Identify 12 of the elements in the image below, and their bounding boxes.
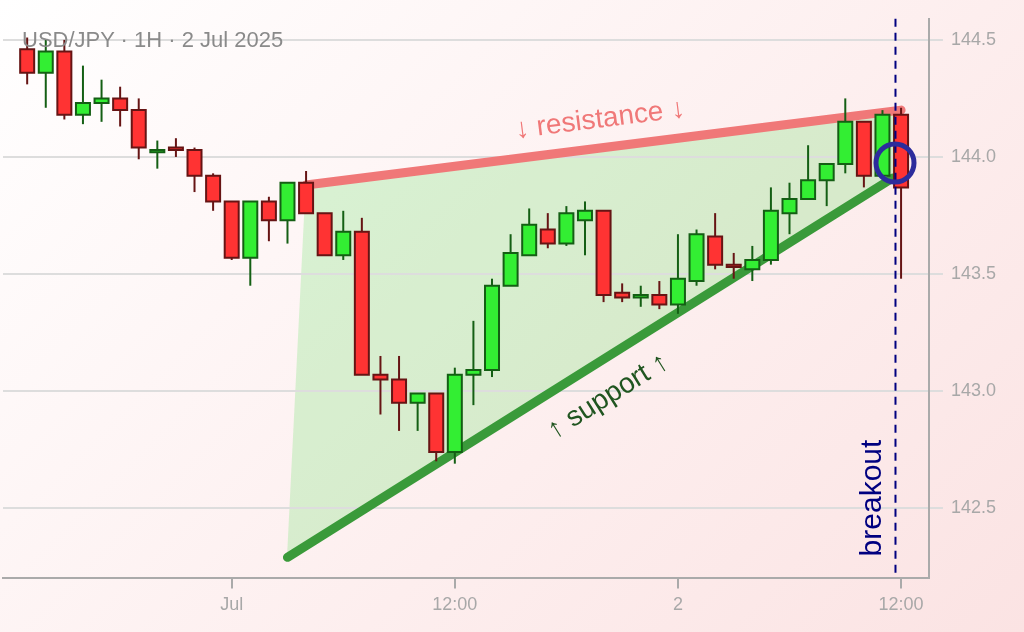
y-tick-label: 144.0 (950, 145, 996, 166)
x-tick-label: Jul (220, 594, 244, 615)
y-tick-label: 142.5 (950, 497, 996, 518)
y-tick-label: 143.5 (950, 262, 996, 283)
y-tick-label: 144.5 (950, 28, 996, 49)
x-tick-label: 12:00 (878, 594, 924, 615)
ref-line-label: breakout (853, 438, 887, 557)
chart-title: USD/JPY · 1H · 2 Jul 2025 (22, 26, 284, 52)
x-tick-label: 12:00 (432, 594, 478, 615)
x-tick-label: 2 (672, 594, 683, 615)
text: ↓ resistance ↓ (513, 91, 687, 145)
y-tick-label: 143.0 (950, 380, 996, 401)
